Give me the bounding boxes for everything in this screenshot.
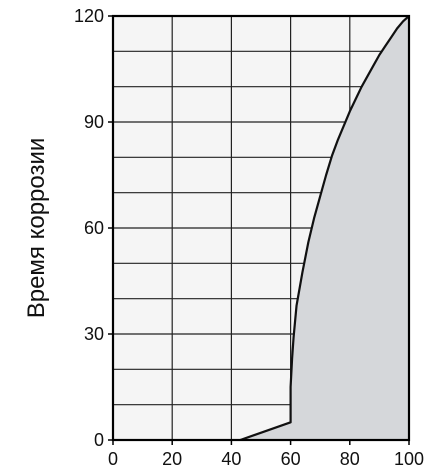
corrosion-area	[240, 16, 409, 440]
y-axis-ticks: 0 30 60 90 120	[74, 6, 113, 450]
y-tick-label: 30	[84, 324, 104, 344]
y-tick-label: 90	[84, 112, 104, 132]
x-tick-label: 100	[394, 449, 424, 469]
x-axis-ticks: 0 20 40 60 80 100	[108, 440, 424, 469]
x-tick-label: 40	[221, 449, 241, 469]
x-tick-label: 0	[108, 449, 118, 469]
corrosion-curve	[239, 15, 410, 442]
x-tick-label: 20	[162, 449, 182, 469]
y-tick-label: 120	[74, 6, 104, 26]
x-tick-label: 60	[281, 449, 301, 469]
y-axis-title: Время коррозии	[23, 138, 50, 319]
y-tick-label: 0	[94, 430, 104, 450]
x-tick-label: 80	[340, 449, 360, 469]
y-tick-label: 60	[84, 218, 104, 238]
